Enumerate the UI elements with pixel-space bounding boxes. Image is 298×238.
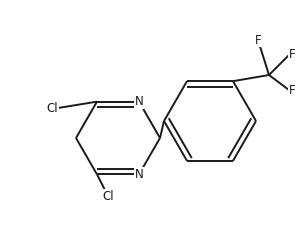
Text: N: N (135, 95, 143, 108)
Text: N: N (135, 168, 143, 181)
Text: F: F (289, 49, 296, 61)
Text: Cl: Cl (46, 101, 58, 114)
Text: Cl: Cl (102, 189, 114, 203)
Text: F: F (255, 34, 261, 46)
Text: F: F (289, 84, 296, 96)
